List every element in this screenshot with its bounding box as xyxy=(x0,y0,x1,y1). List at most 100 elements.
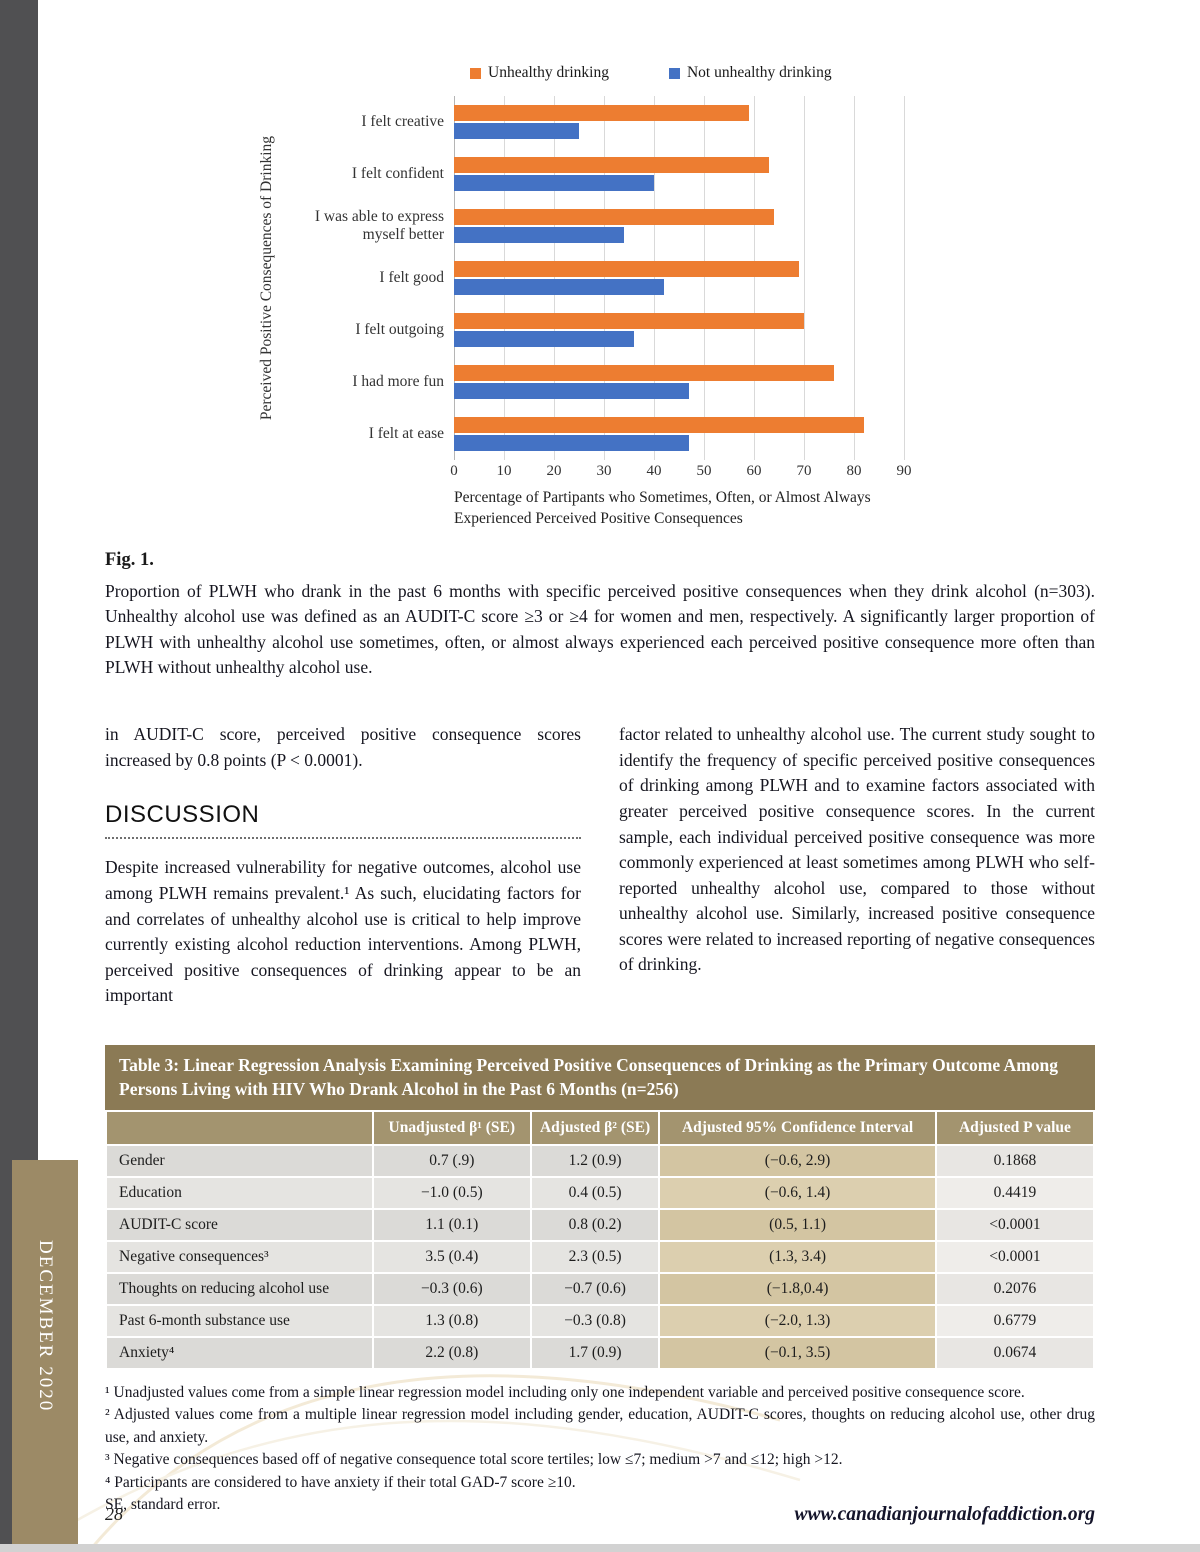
x-tick-label: 80 xyxy=(846,463,862,479)
bar-unhealthy-drinking xyxy=(454,313,804,329)
value-cell: −0.7 (0.6) xyxy=(529,1271,661,1306)
value-cell: (−0.1, 3.5) xyxy=(658,1335,937,1370)
table-header-cell: Adjusted β² (SE) xyxy=(529,1109,661,1146)
bar-group xyxy=(454,304,904,356)
chart-y-axis: Perceived Positive Consequences of Drink… xyxy=(250,96,284,460)
gridline xyxy=(753,96,755,460)
heading-divider xyxy=(105,833,581,840)
chart-category-label: I felt at ease xyxy=(368,425,444,443)
value-cell: −0.3 (0.6) xyxy=(371,1271,532,1306)
chart-plot-area: Perceived Positive Consequences of Drink… xyxy=(250,96,950,460)
x-tick-label: 30 xyxy=(596,463,612,479)
value-cell: 0.4419 xyxy=(934,1175,1096,1210)
value-cell: 1.1 (0.1) xyxy=(371,1207,532,1242)
regression-table: Unadjusted β¹ (SE) Adjusted β² (SE) Adjust… xyxy=(105,1109,1096,1370)
chart-x-axis-label: Percentage of Partipants who Sometimes, … xyxy=(454,489,871,527)
value-cell: 2.2 (0.8) xyxy=(371,1335,532,1370)
table-footnotes: ¹ Unadjusted values come from a simple l… xyxy=(105,1382,1095,1517)
table-row: Anxiety⁴ 2.2 (0.8) 1.7 (0.9) (−0.1, 3.5) 0.0… xyxy=(105,1335,1096,1370)
x-tick-label: 20 xyxy=(546,463,562,479)
decorative-swoosh xyxy=(60,1374,801,1550)
table-header-cell xyxy=(105,1109,374,1146)
chart-category-label: I felt outgoing xyxy=(355,321,444,339)
legend-item: Not unhealthy drinking xyxy=(668,64,832,82)
row-label-cell: AUDIT-C score xyxy=(105,1207,374,1242)
table-header-cell: Adjusted 95% Confidence Interval xyxy=(658,1109,937,1146)
value-cell: (−1.8,0.4) xyxy=(658,1271,937,1306)
paragraph-discussion-continued: factor related to unhealthy alcohol use.… xyxy=(619,724,1095,975)
figure-1-chart: Unhealthy drinking Not unhealthy drinking… xyxy=(250,64,950,530)
value-cell: (−0.6, 1.4) xyxy=(658,1175,937,1210)
table-row: Education −1.0 (0.5) 0.4 (0.5) (−0.6, 1.4) 0… xyxy=(105,1175,1096,1210)
bar-not-unhealthy-drinking xyxy=(454,123,579,139)
bar-not-unhealthy-drinking xyxy=(454,279,664,295)
row-label-cell: Past 6-month substance use xyxy=(105,1303,374,1338)
chart-legend: Unhealthy drinking Not unhealthy drinking xyxy=(470,64,950,82)
gridline xyxy=(704,96,705,460)
paragraph-discussion: Despite increased vulnerability for nega… xyxy=(105,857,581,1006)
bar-unhealthy-drinking xyxy=(454,417,864,433)
chart-x-axis-ticks: 0 10 20 30 40 50 60 70 80 90 xyxy=(450,460,911,482)
legend-label: Unhealthy drinking xyxy=(488,64,609,81)
footnote: ¹ Unadjusted values come from a simple l… xyxy=(105,1383,1025,1401)
bottom-edge-strip xyxy=(0,1544,1200,1552)
value-cell: (−2.0, 1.3) xyxy=(658,1303,937,1338)
table-row: Past 6-month substance use 1.3 (0.8) −0.3 … xyxy=(105,1303,1096,1338)
x-tick-label: 0 xyxy=(450,463,458,479)
table-header-cell: Adjusted P value xyxy=(934,1109,1096,1146)
row-label-cell: Anxiety⁴ xyxy=(105,1335,374,1370)
gridline xyxy=(504,96,505,460)
journal-url[interactable]: www.canadianjournalofaddiction.org xyxy=(794,1504,1095,1525)
bar-unhealthy-drinking xyxy=(454,365,834,381)
row-label-cell: Negative consequences³ xyxy=(105,1239,374,1274)
figure-label: Fig. 1. xyxy=(105,549,154,570)
table-row: Thoughts on reducing alcohol use −0.3 (0.… xyxy=(105,1271,1096,1306)
footnote: ³ Negative consequences based off of neg… xyxy=(105,1451,843,1469)
bar-not-unhealthy-drinking xyxy=(454,227,624,243)
page-footer: 28 www.canadianjournalofaddiction.org xyxy=(105,1504,1095,1526)
right-column: factor related to unhealthy alcohol use.… xyxy=(619,722,1095,1008)
value-cell: 1.3 (0.8) xyxy=(371,1303,532,1338)
gridline xyxy=(804,96,805,460)
page-number: 28 xyxy=(105,1504,123,1524)
gridline xyxy=(654,96,655,460)
bar-not-unhealthy-drinking xyxy=(454,331,634,347)
value-cell: 0.6779 xyxy=(934,1303,1096,1338)
value-cell: 3.5 (0.4) xyxy=(371,1239,532,1274)
body-columns: in AUDIT-C score, perceived positive con… xyxy=(105,722,1095,1008)
chart-category-label: I felt good xyxy=(379,269,444,287)
table-header-row: Unadjusted β¹ (SE) Adjusted β² (SE) Adjust… xyxy=(105,1109,1096,1146)
discussion-heading: DISCUSSION xyxy=(105,801,260,829)
chart-category-label: I felt creative xyxy=(361,113,444,131)
page-content: Unhealthy drinking Not unhealthy drinking… xyxy=(105,64,1096,1517)
x-tick-label: 90 xyxy=(896,463,912,479)
value-cell: −0.3 (0.8) xyxy=(529,1303,661,1338)
footnote: SE, standard error. xyxy=(105,1496,221,1514)
gridline xyxy=(603,96,605,460)
chart-y-axis-label: Perceived Positive Consequences of Drink… xyxy=(258,135,275,421)
row-label-cell: Gender xyxy=(105,1143,374,1178)
chart-bars-area xyxy=(454,96,905,460)
table-header-cell: Unadjusted β¹ (SE) xyxy=(371,1109,532,1146)
bar-unhealthy-drinking xyxy=(454,157,769,173)
value-cell: <0.0001 xyxy=(934,1207,1096,1242)
value-cell: 0.2076 xyxy=(934,1271,1096,1306)
gridline xyxy=(554,96,555,460)
bar-unhealthy-drinking xyxy=(454,261,799,277)
value-cell: (−0.6, 2.9) xyxy=(658,1143,937,1178)
bar-not-unhealthy-drinking xyxy=(454,383,689,399)
table-row: AUDIT-C score 1.1 (0.1) 0.8 (0.2) (0.5, 1.1… xyxy=(105,1207,1096,1242)
chart-category-label: I had more fun xyxy=(352,373,444,391)
bar-group xyxy=(454,356,904,408)
bar-group xyxy=(454,148,904,200)
row-label-cell: Thoughts on reducing alcohol use xyxy=(105,1271,374,1306)
x-tick-label: 70 xyxy=(796,463,812,479)
left-column: in AUDIT-C score, perceived positive con… xyxy=(105,722,581,1008)
bar-group xyxy=(454,252,904,304)
chart-category-labels: I felt creative I felt confident I was abl… xyxy=(284,96,454,460)
bar-group xyxy=(454,408,904,460)
x-tick-label: 40 xyxy=(646,463,662,479)
table-row: Negative consequences³ 3.5 (0.4) 2.3 (0.5)… xyxy=(105,1239,1096,1274)
value-cell: −1.0 (0.5) xyxy=(371,1175,532,1210)
